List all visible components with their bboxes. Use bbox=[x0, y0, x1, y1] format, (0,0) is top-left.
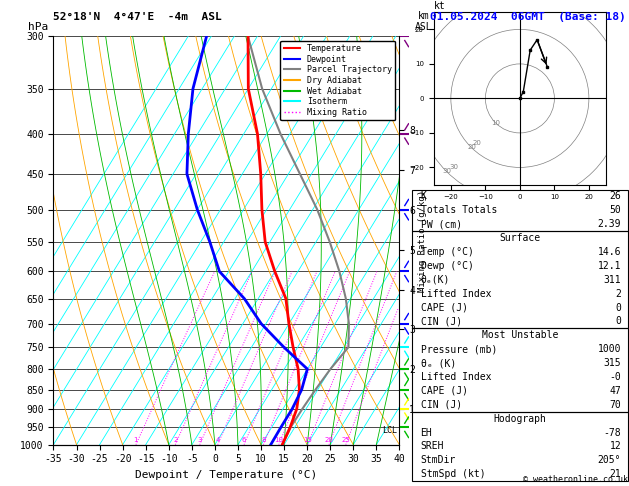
Text: Temp (°C): Temp (°C) bbox=[421, 247, 474, 257]
Text: θₑ(K): θₑ(K) bbox=[421, 275, 450, 285]
Text: 21: 21 bbox=[610, 469, 621, 479]
Bar bbox=[412, 329, 628, 412]
Text: 20: 20 bbox=[473, 140, 482, 146]
Text: -78: -78 bbox=[604, 428, 621, 437]
Bar bbox=[412, 190, 628, 231]
Text: θₑ (K): θₑ (K) bbox=[421, 358, 456, 368]
Y-axis label: Mixing Ratio (g/kg): Mixing Ratio (g/kg) bbox=[418, 190, 427, 292]
Text: 52°18'N  4°47'E  -4m  ASL: 52°18'N 4°47'E -4m ASL bbox=[53, 12, 222, 22]
Text: 70: 70 bbox=[610, 400, 621, 410]
Text: 10: 10 bbox=[491, 120, 500, 125]
Text: 8: 8 bbox=[261, 436, 265, 443]
X-axis label: Dewpoint / Temperature (°C): Dewpoint / Temperature (°C) bbox=[135, 470, 318, 480]
Text: Pressure (mb): Pressure (mb) bbox=[421, 344, 497, 354]
Text: 14.6: 14.6 bbox=[598, 247, 621, 257]
Text: PW (cm): PW (cm) bbox=[421, 219, 462, 229]
Text: 15: 15 bbox=[303, 436, 312, 443]
Text: K: K bbox=[421, 191, 426, 202]
Text: CAPE (J): CAPE (J) bbox=[421, 303, 467, 312]
Text: CIN (J): CIN (J) bbox=[421, 400, 462, 410]
Text: 2: 2 bbox=[615, 289, 621, 299]
Text: 47: 47 bbox=[610, 386, 621, 396]
Text: 10: 10 bbox=[274, 436, 283, 443]
Text: 1: 1 bbox=[133, 436, 138, 443]
Text: © weatheronline.co.uk: © weatheronline.co.uk bbox=[523, 474, 628, 484]
Text: 26: 26 bbox=[610, 191, 621, 202]
Text: -0: -0 bbox=[610, 372, 621, 382]
Text: 12.1: 12.1 bbox=[598, 261, 621, 271]
Text: 6: 6 bbox=[242, 436, 247, 443]
Text: EH: EH bbox=[421, 428, 432, 437]
Text: 315: 315 bbox=[604, 358, 621, 368]
Text: 20: 20 bbox=[467, 144, 476, 150]
Text: 0: 0 bbox=[615, 316, 621, 327]
Text: hPa: hPa bbox=[28, 22, 48, 33]
Text: 12: 12 bbox=[610, 441, 621, 451]
Text: 4: 4 bbox=[216, 436, 220, 443]
Text: CIN (J): CIN (J) bbox=[421, 316, 462, 327]
Text: 25: 25 bbox=[342, 436, 350, 443]
Text: 01.05.2024  06GMT  (Base: 18): 01.05.2024 06GMT (Base: 18) bbox=[430, 12, 626, 22]
Text: Most Unstable: Most Unstable bbox=[482, 330, 558, 340]
Text: CAPE (J): CAPE (J) bbox=[421, 386, 467, 396]
Text: Hodograph: Hodograph bbox=[493, 414, 547, 424]
Text: 1000: 1000 bbox=[598, 344, 621, 354]
Text: StmSpd (kt): StmSpd (kt) bbox=[421, 469, 485, 479]
Text: 0: 0 bbox=[615, 303, 621, 312]
Legend: Temperature, Dewpoint, Parcel Trajectory, Dry Adiabat, Wet Adiabat, Isotherm, Mi: Temperature, Dewpoint, Parcel Trajectory… bbox=[281, 41, 395, 120]
Text: SREH: SREH bbox=[421, 441, 444, 451]
Text: 2: 2 bbox=[173, 436, 177, 443]
Text: 20: 20 bbox=[325, 436, 333, 443]
Text: Totals Totals: Totals Totals bbox=[421, 206, 497, 215]
Text: Surface: Surface bbox=[499, 233, 540, 243]
Text: 50: 50 bbox=[610, 206, 621, 215]
Text: Lifted Index: Lifted Index bbox=[421, 372, 491, 382]
Text: 30: 30 bbox=[450, 164, 459, 170]
Bar bbox=[412, 412, 628, 481]
Text: kt: kt bbox=[433, 1, 445, 11]
Text: StmDir: StmDir bbox=[421, 455, 456, 465]
Text: km
ASL: km ASL bbox=[415, 11, 433, 33]
Text: 311: 311 bbox=[604, 275, 621, 285]
Text: 205°: 205° bbox=[598, 455, 621, 465]
Text: 2.39: 2.39 bbox=[598, 219, 621, 229]
Bar bbox=[412, 231, 628, 329]
Text: 30: 30 bbox=[443, 168, 452, 174]
Text: LCL: LCL bbox=[382, 426, 397, 435]
Text: 3: 3 bbox=[198, 436, 202, 443]
Text: Dewp (°C): Dewp (°C) bbox=[421, 261, 474, 271]
Text: Lifted Index: Lifted Index bbox=[421, 289, 491, 299]
